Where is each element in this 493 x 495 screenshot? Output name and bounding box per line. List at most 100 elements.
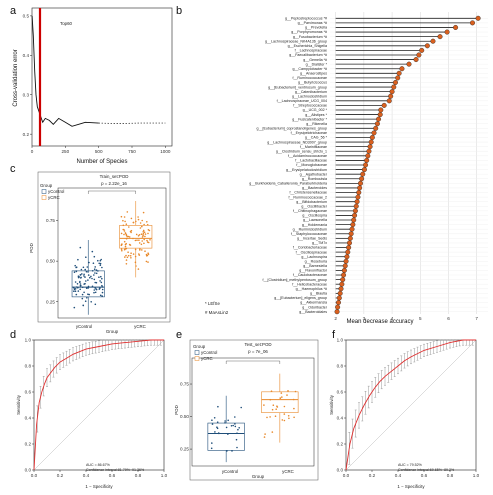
box-sample-point: [123, 230, 126, 232]
box-sample-point: [272, 404, 275, 407]
roc-xtick-label: 0.8: [135, 473, 142, 478]
importance-point: [349, 226, 355, 232]
importance-point: [359, 176, 365, 182]
box-sample-point: [234, 425, 237, 428]
species-label: g__Barnesiella: [303, 264, 327, 268]
species-label: g__Lachnospiraceae_ND3007_group: [267, 140, 327, 144]
roc-ytick-label: 0.6: [337, 390, 344, 395]
importance-point: [357, 185, 363, 191]
importance-point: [360, 171, 366, 177]
box-sample-point: [75, 266, 77, 269]
box-sample-point: [74, 290, 77, 293]
panel-b-xtick-label: 3: [363, 316, 366, 321]
species-label: g__Escherichia_Shigella: [288, 44, 327, 48]
roc-xtick-label: 0.8: [447, 473, 454, 478]
species-label: g__Incertae_Sedis: [297, 237, 327, 241]
box-sample-point: [91, 270, 94, 272]
box-sample-point: [81, 297, 84, 300]
importance-point: [350, 222, 356, 228]
roc-ytick-label: 1.0: [337, 338, 344, 343]
box-sample-point: [283, 413, 286, 415]
box-sample-point: [136, 239, 138, 241]
box-sample-point: [138, 234, 141, 236]
importance-point: [341, 267, 347, 273]
importance-point: [367, 144, 373, 150]
box-sample-point: [124, 256, 126, 258]
box-sample-point: [81, 273, 83, 275]
importance-point: [369, 134, 375, 140]
species-label: g__Oscillibacter: [301, 204, 327, 208]
importance-point: [365, 153, 371, 159]
box-sample-point: [75, 270, 78, 273]
box-sample-point: [120, 244, 123, 246]
panel-a-ytick-label: 0.5: [23, 13, 30, 18]
panel-c: 0.250.500.75 Train_set:POD p = 2.22e_16 …: [29, 171, 171, 334]
panel-c-marks: 0.25 0.50 0.75: [46, 187, 167, 319]
box-sample-point: [144, 250, 146, 252]
importance-point: [374, 121, 380, 127]
box-sample-point: [237, 428, 239, 431]
roc-ytick-label: 0.2: [25, 442, 32, 447]
roc-xtick-label: 0.4: [395, 473, 402, 478]
box-sample-point: [293, 407, 295, 410]
panel-letter-d: d: [10, 329, 16, 341]
species-label: g__Roseburia: [305, 259, 327, 263]
importance-point: [346, 245, 352, 251]
panel-a-xtick-label: 0: [31, 149, 34, 154]
box-sample-point: [213, 417, 216, 419]
box-sample-point: [137, 216, 139, 218]
box-sample-point: [128, 236, 131, 238]
panel-e-pvalue: p = 7e_06: [248, 349, 268, 354]
importance-point: [389, 89, 395, 95]
panel-f-ylabel: Sensitivity: [329, 394, 334, 415]
panel-b: 2 3 4 5 6 7 g__Peptostreptococcus *#g__Parvimo…: [205, 12, 488, 325]
panel-a-marks: 0 250 500 750 1000 0.2 0.3 0.4 0.5: [23, 8, 171, 154]
importance-point: [469, 20, 475, 26]
box-sample-point: [264, 433, 266, 435]
importance-point: [344, 254, 350, 260]
panel-b-xtick-label: 7: [475, 316, 478, 321]
box-sample-point: [100, 281, 103, 284]
box-sample-point: [123, 216, 126, 218]
species-label: g__Peptostreptococcus *#: [285, 16, 327, 20]
box-sample-point: [80, 268, 83, 271]
importance-point: [413, 57, 419, 63]
importance-point: [386, 98, 392, 104]
panel-b-legend-lefse: * LEfSe: [205, 301, 220, 306]
species-label: g__Anaerostipes: [300, 72, 327, 76]
box-sample-point: [122, 228, 124, 231]
box-sample-point: [147, 261, 149, 263]
panel-a-xtick-label: 1000: [160, 149, 171, 154]
box-sample-point: [85, 270, 88, 273]
panel-e-xtick-ycrc: yCRC: [282, 469, 294, 474]
panel-a-xtick-label: 500: [95, 149, 103, 154]
species-label: g__Romboutsia: [302, 177, 327, 181]
species-label: f__Acidaminococcaceae: [288, 154, 327, 158]
box-sample-point: [147, 229, 150, 231]
importance-point: [381, 102, 387, 108]
panel-e-ylabel: POD: [174, 405, 179, 415]
box-sample-point: [125, 259, 128, 261]
importance-point: [345, 249, 351, 255]
box-sample-point: [83, 275, 85, 277]
box-sample-point: [286, 394, 288, 396]
panel-f-auc: AUC = 79.52%: [398, 463, 423, 467]
importance-point: [444, 29, 450, 35]
box-sample-point: [144, 235, 146, 238]
box-sample-point: [269, 416, 271, 418]
species-label: g__Burkholderia_Caballeronia_Paraburkhol…: [249, 182, 327, 186]
box-sample-point: [126, 256, 129, 259]
box-sample-point: [135, 265, 137, 267]
species-label: g__Butyricicoccus: [298, 81, 327, 85]
species-label: g__Clostridium_sensu_stricto_1: [276, 149, 327, 153]
box-sample-point: [224, 420, 226, 422]
box-sample-point: [281, 396, 283, 398]
importance-point: [352, 212, 358, 218]
species-label: g__CAG_56 *: [305, 136, 328, 140]
significance-bracket: [225, 360, 281, 364]
box-sample-point: [230, 425, 233, 427]
box-sample-point: [227, 433, 229, 435]
box-sample-point: [137, 218, 140, 221]
species-label: g__Porphyromonas *#: [291, 30, 327, 34]
